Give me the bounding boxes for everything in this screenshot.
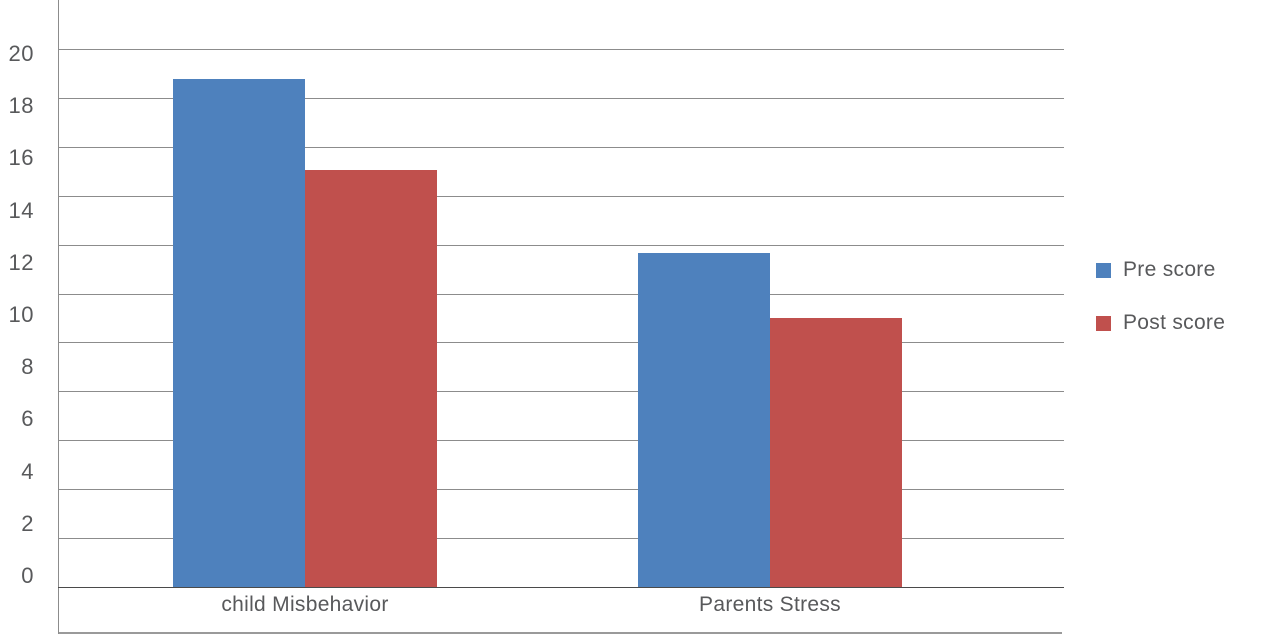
gridline [58,538,1064,539]
gridline [58,147,1064,148]
chart-bottom-border [58,632,1062,634]
y-axis-tick-label: 2 [21,511,34,536]
y-axis-tick-label: 12 [8,250,34,275]
gridline [58,391,1064,392]
bar-post-score-parents-stress [770,318,902,587]
gridline [58,49,1064,50]
legend-swatch-post-score-icon [1096,315,1111,331]
y-axis-tick-label: 20 [8,41,34,66]
legend-swatch-pre-score-icon [1096,262,1111,278]
gridline [58,98,1064,99]
gridline [58,196,1064,197]
legend-label-post-score: Post score [1123,311,1226,334]
legend-item-pre-score: Pre score [1096,257,1216,283]
gridline [58,342,1064,343]
y-axis-tick-label: 14 [8,198,34,223]
y-axis-tick-label: 16 [8,145,34,170]
y-axis-tick-label: 18 [8,93,34,118]
bar-post-score-child-misbehavior [305,170,437,587]
legend-label-pre-score: Pre score [1123,258,1216,281]
bar-pre-score-parents-stress [638,253,770,587]
legend-item-post-score: Post score [1096,310,1225,336]
x-axis-baseline [58,587,1064,588]
y-axis-tick-label: 4 [21,459,34,484]
gridline [58,489,1064,490]
category-label-child-misbehavior: child Misbehavior [221,593,389,616]
y-axis-tick-label: 6 [21,406,34,431]
y-axis-tick-label: 0 [21,563,34,588]
y-axis-line [58,0,59,634]
y-axis-tick-label: 8 [21,354,34,379]
category-label-parents-stress: Parents Stress [699,593,841,616]
gridline [58,440,1064,441]
gridline [58,294,1064,295]
bar-pre-score-child-misbehavior [173,79,305,587]
gridline [58,245,1064,246]
y-axis-tick-label: 10 [8,302,34,327]
